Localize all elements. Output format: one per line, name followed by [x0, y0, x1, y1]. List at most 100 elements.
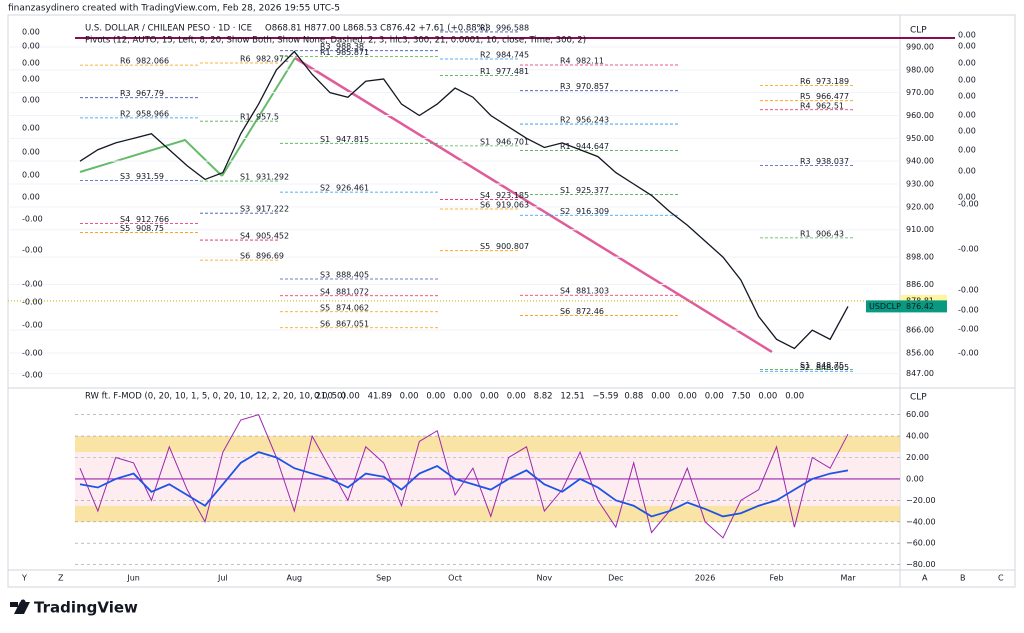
left-scale-label: 0.00	[22, 96, 40, 105]
indicator-value: 0.00	[758, 392, 777, 402]
pivot-price: 908.75	[136, 224, 164, 233]
chart-title: U.S. DOLLAR / CHILEAN PESO · 1D · ICE	[85, 24, 252, 34]
pivot-label: R1	[560, 142, 571, 151]
pivot-price: 848.75	[816, 361, 844, 370]
pivot-label: S4	[320, 287, 330, 296]
left-scale-label: 0.00	[22, 59, 40, 68]
axis-button[interactable]: A	[922, 574, 928, 583]
y-tick-label: 866.00	[906, 326, 934, 335]
price-line	[79, 50, 849, 350]
pivot-price: 916.309	[576, 207, 609, 216]
ohlc: O868.81 H877.00 L868.53 C876.42 +7.61 (+…	[265, 24, 488, 34]
y-tick-label: 980.00	[906, 65, 934, 74]
left-scale-label: -0.00	[22, 371, 43, 380]
pivot-label: R3	[320, 42, 331, 51]
pivot-label: R1	[480, 67, 491, 76]
x-tick-label: Sep	[376, 574, 391, 583]
axis-button[interactable]: C	[998, 574, 1004, 583]
pivot-label: R3	[120, 89, 131, 98]
trend-line	[294, 56, 773, 354]
pivot-price: 881.303	[576, 287, 609, 296]
tradingview-logo: TradingView	[10, 599, 138, 617]
x-tick-label: Nov	[537, 574, 553, 583]
y-tick-label: 20.00	[906, 453, 929, 462]
y-tick-label: 847.00	[906, 369, 934, 378]
last-price-box	[866, 300, 947, 313]
pivot-price: 912.766	[136, 215, 169, 224]
left-scale-label: -0.00	[22, 215, 43, 224]
right-scale-label: -0.00	[958, 200, 979, 209]
right-scale-label: 0.00	[958, 167, 976, 176]
pivot-price: 982.066	[136, 57, 169, 66]
axis-button[interactable]: B	[960, 574, 966, 583]
indicator-value: 41.89	[368, 392, 392, 402]
right-scale-label: -0.00	[958, 286, 979, 295]
pivot-label: R1	[800, 229, 811, 238]
trend-line	[221, 57, 296, 177]
x-tick-label: Feb	[769, 574, 783, 583]
y-tick-label: 950.00	[906, 134, 934, 143]
pivot-label: S4	[480, 191, 490, 200]
right-scale-label: 0.00	[958, 76, 976, 85]
pivot-label: R3	[800, 157, 811, 166]
right-scale-label: 0.00	[958, 146, 976, 155]
indicator-value: 0.00	[651, 392, 670, 402]
indicator-value: 12.51	[560, 392, 584, 402]
indicator-value: 0.00	[426, 392, 445, 402]
pivot-price: 881.072	[336, 287, 369, 296]
pivot-label: S3	[120, 172, 130, 181]
indicator-value: 0.00	[785, 392, 804, 402]
y-tick-label: 960.00	[906, 111, 934, 120]
pivot-label: S1	[800, 361, 810, 370]
y-tick-label: 40.00	[906, 432, 929, 441]
pivot-price: 944.647	[576, 142, 609, 151]
band	[75, 436, 900, 453]
logo-shape	[14, 602, 30, 614]
currency: CLP	[910, 26, 927, 36]
pivot-label: S1	[480, 137, 490, 146]
pivot-price: 926.461	[336, 184, 369, 193]
right-scale-label: 0.00	[958, 42, 976, 51]
pivot-label: R4	[560, 56, 571, 65]
pivot-label: R3	[480, 23, 491, 32]
band	[75, 505, 900, 522]
pivot-label: R2	[120, 109, 131, 118]
pivot-price: 872.46	[576, 307, 604, 316]
pivot-label: R6	[240, 55, 251, 64]
pivot-price: 947.815	[336, 135, 369, 144]
pivot-label: S6	[240, 252, 250, 261]
pivot-label: S4	[240, 232, 250, 241]
pivot-label: R4	[800, 101, 811, 110]
pivot-label: R5	[800, 92, 811, 101]
right-scale-label: 0.00	[958, 193, 976, 202]
pivot-price: 905.452	[256, 232, 289, 241]
pivot-label: S3	[320, 271, 330, 280]
left-scale-label: -0.00	[22, 321, 43, 330]
pivot-price: 919.063	[496, 200, 529, 209]
indicator-title: RW ft. F-MOD (0, 20, 10, 1, 5, 0, 20, 10…	[85, 392, 346, 402]
currency: CLP	[910, 393, 927, 403]
right-scale-label: 0.00	[958, 31, 976, 40]
pivot-price: 958.966	[136, 109, 169, 118]
pivot-price: 973.189	[816, 77, 849, 86]
pivot-price: 957.5	[256, 113, 279, 122]
x-tick-label: Dec	[608, 574, 623, 583]
right-scale-label: -0.00	[958, 306, 979, 315]
x-tick-label: Jul	[217, 574, 228, 583]
pivots-settings: Pivots (12, AUTO, 15, Left, 8, 20, Show …	[85, 36, 586, 46]
y-tick-label: −40.00	[906, 517, 936, 526]
pivot-label: R1	[320, 48, 331, 57]
indicator-value: 0.00	[507, 392, 526, 402]
oscillator-line	[79, 451, 849, 518]
pivot-label: S5	[320, 303, 330, 312]
pivot-label: R1	[240, 113, 251, 122]
logo-text: TradingView	[34, 599, 138, 617]
left-scale-label: -0.00	[22, 349, 43, 358]
y-tick-label: 886.00	[906, 280, 934, 289]
pivot-price: 896.69	[256, 252, 284, 261]
symbol-label: USDCLP	[869, 302, 901, 311]
axis-button[interactable]: Y	[21, 574, 27, 583]
pivot-label: S1	[240, 173, 250, 182]
axis-button[interactable]: Z	[58, 574, 64, 583]
